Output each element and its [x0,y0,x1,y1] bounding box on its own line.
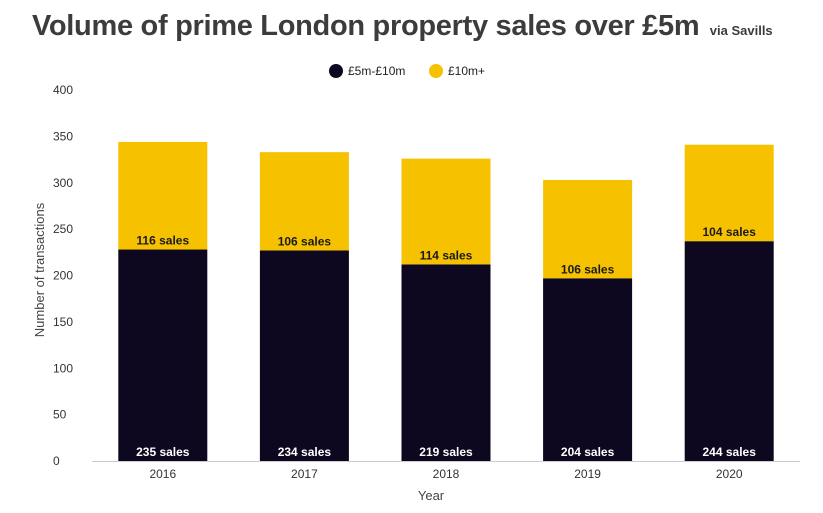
bar-segment-upper [543,179,633,279]
y-axis: 0 50 100 150 200 250 300 350 400 [53,83,73,468]
x-tick-label: 2019 [574,467,601,481]
x-axis: 2016 2017 2018 2019 2020 [92,461,800,481]
x-axis-title: Year [418,488,445,503]
bar-data-label: 219 sales [419,445,473,459]
bar-segment-upper [684,144,774,242]
chart-title-row: Volume of prime London property sales ov… [32,10,773,43]
bar-segment-lower [684,241,774,461]
bar-data-label: 106 sales [278,234,332,248]
bar-segment-upper [401,158,491,265]
bar-data-label: 116 sales [136,234,189,248]
legend: £5m-£10m £10m+ [329,64,485,78]
bar-data-label: 114 sales [420,248,473,262]
bar-data-label: 106 sales [561,262,615,276]
bar-data-label: 244 sales [703,445,757,459]
y-tick-label: 0 [53,454,60,468]
bar-data-label: 235 sales [136,445,190,459]
y-tick-label: 100 [53,361,73,375]
bar-segment-lower [259,250,349,461]
bar-segment-upper [259,152,349,251]
chart-title: Volume of prime London property sales ov… [32,10,700,42]
x-tick-label: 2016 [149,467,176,481]
bar-data-label: 204 sales [561,445,615,459]
y-axis-title: Number of transactions [32,202,47,337]
bar-segment-lower [118,249,208,461]
y-tick-label: 300 [53,176,73,190]
bar-segment-lower [543,278,633,461]
chart-subtitle: via Savills [709,23,773,38]
x-tick-label: 2020 [716,467,743,481]
legend-marker [429,64,443,78]
y-tick-label: 200 [53,269,73,283]
x-tick-label: 2018 [433,467,460,481]
bar-segment-lower [401,264,491,461]
y-tick-label: 150 [53,315,73,329]
y-tick-label: 350 [53,129,73,143]
bar-segment-upper [118,141,208,250]
legend-marker [329,64,343,78]
bar-data-label: 234 sales [278,445,332,459]
bars: 235 sales 116 sales 234 sales 106 sales 219 … [118,141,774,461]
bar-data-label: 104 sales [703,225,757,239]
y-tick-label: 400 [53,83,73,97]
y-tick-label: 250 [53,222,73,236]
y-tick-label: 50 [53,408,67,422]
legend-label: £10m+ [448,64,485,78]
x-tick-label: 2017 [291,467,318,481]
legend-label: £5m-£10m [348,64,405,78]
